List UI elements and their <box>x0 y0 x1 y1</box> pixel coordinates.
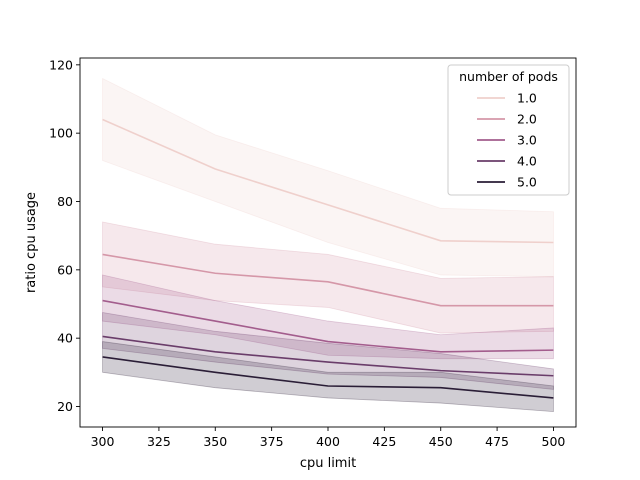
y-tick-label: 40 <box>57 331 73 346</box>
x-tick-label: 300 <box>91 434 115 449</box>
line-series-3 <box>102 299 554 353</box>
y-axis-ticks: 20 40 60 80 100 120 <box>49 57 80 414</box>
x-tick-label: 375 <box>260 434 284 449</box>
legend-item-label: 4.0 <box>517 154 537 169</box>
y-tick-label: 120 <box>49 57 73 72</box>
legend-item-label: 5.0 <box>517 175 537 190</box>
legend-item-label: 1.0 <box>517 91 537 106</box>
legend: number of pods 1.0 2.0 3.0 4.0 5.0 <box>447 64 570 196</box>
y-axis-label: ratio cpu usage <box>24 192 39 293</box>
y-tick-label: 20 <box>57 399 73 414</box>
y-tick-label: 80 <box>57 194 73 209</box>
x-axis-ticks: 300 325 350 375 400 425 450 475 500 <box>91 427 566 449</box>
band-series-5 <box>102 341 554 413</box>
legend-item-label: 2.0 <box>517 112 537 127</box>
x-axis-label: cpu limit <box>300 456 356 471</box>
y-tick-label: 100 <box>49 126 73 141</box>
line-series-5 <box>102 356 554 399</box>
line-series-2 <box>102 253 554 307</box>
series-lines <box>102 118 554 399</box>
band-series-1 <box>102 77 554 278</box>
legend-item-label: 3.0 <box>517 133 537 148</box>
x-tick-label: 400 <box>316 434 340 449</box>
line-series-4 <box>102 335 554 377</box>
band-series-3 <box>102 274 554 360</box>
x-tick-label: 350 <box>203 434 227 449</box>
x-tick-label: 475 <box>485 434 509 449</box>
line-series-1 <box>102 118 554 244</box>
legend-box <box>447 64 570 196</box>
legend-title: number of pods <box>459 69 558 84</box>
x-tick-label: 425 <box>372 434 396 449</box>
y-tick-label: 60 <box>57 262 73 277</box>
x-tick-label: 450 <box>429 434 453 449</box>
x-tick-label: 500 <box>542 434 566 449</box>
x-tick-label: 325 <box>147 434 171 449</box>
